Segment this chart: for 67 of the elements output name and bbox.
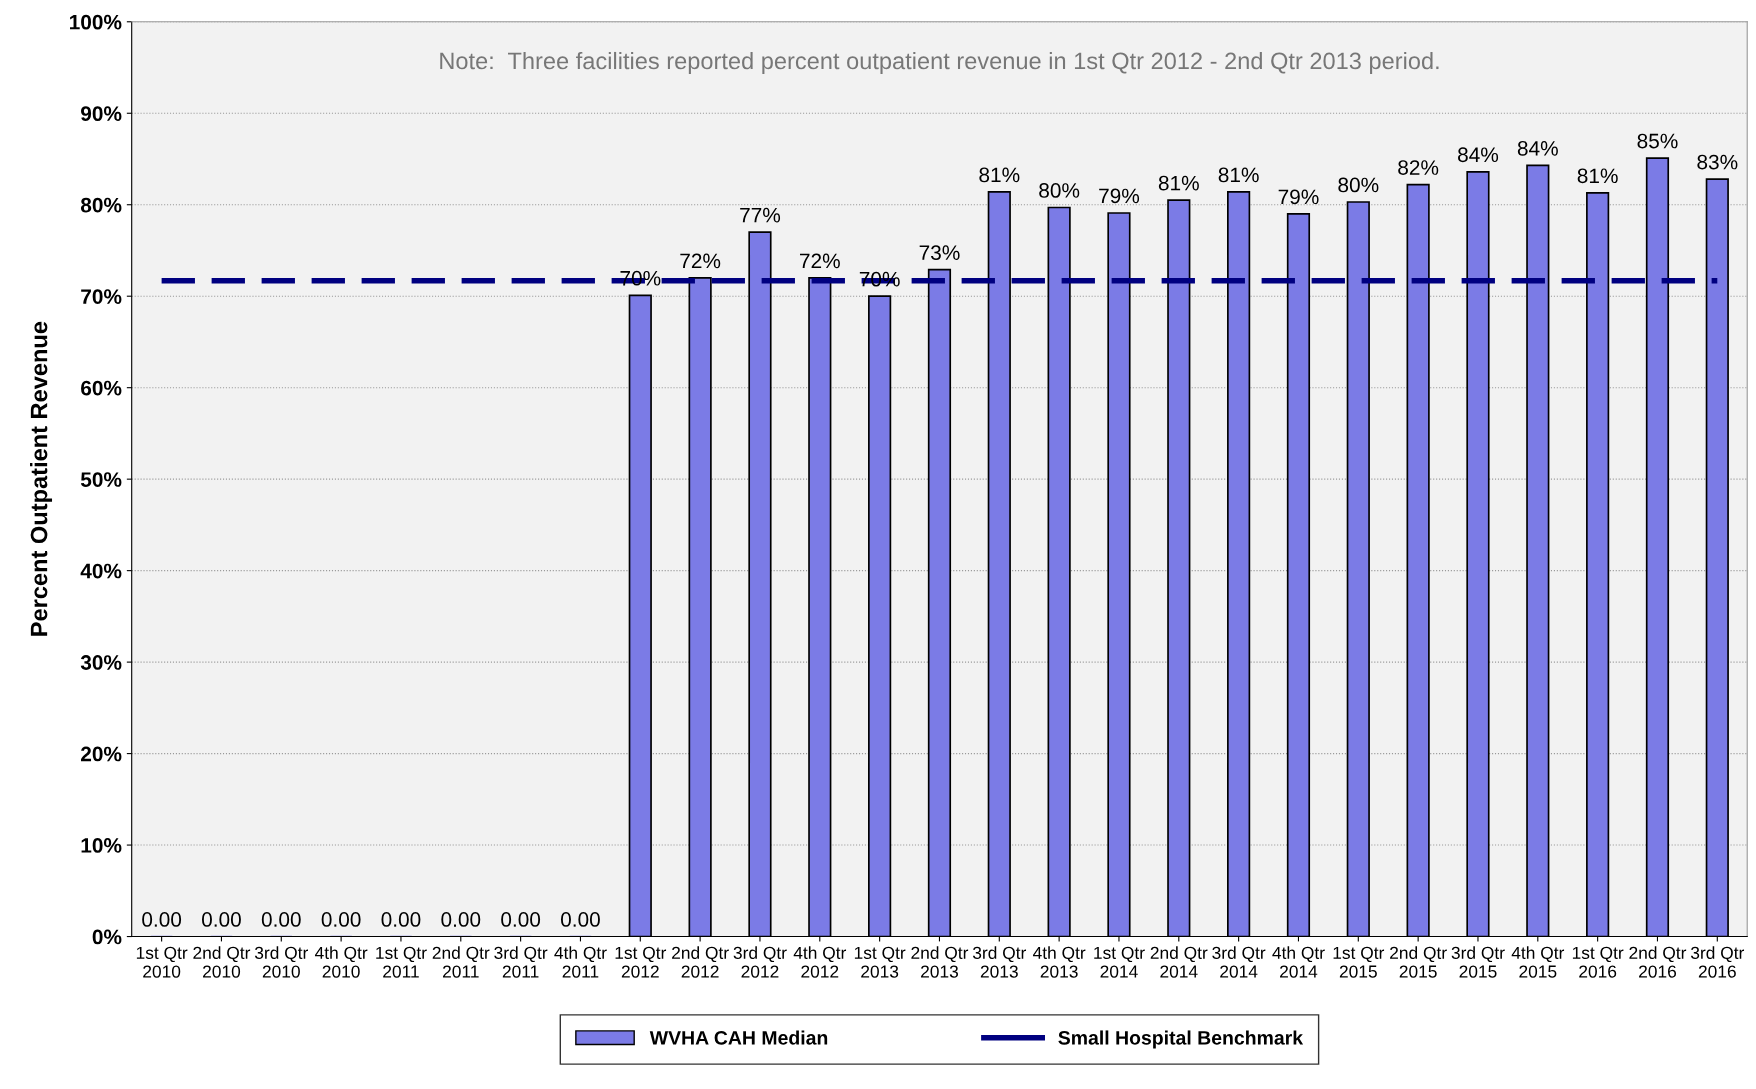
- y-tick-label: 80%: [80, 197, 122, 213]
- x-tick-label: 3rd Qtr 2011: [494, 946, 548, 978]
- legend-label: Small Hospital Benchmark: [1058, 1030, 1304, 1049]
- x-tick-label: 4th Qtr 2010: [314, 946, 368, 978]
- data-label: 84%: [1458, 147, 1499, 163]
- data-label: 72%: [680, 253, 721, 269]
- y-tick-label: 0%: [92, 929, 122, 945]
- y-axis-title: Percent Outpatient Revenue: [30, 321, 53, 636]
- x-tick-label: 3rd Qtr 2014: [1212, 946, 1266, 978]
- data-label: 84%: [1517, 140, 1558, 156]
- data-label: 81%: [1158, 175, 1199, 191]
- x-tick-label: 2nd Qtr 2010: [193, 946, 251, 978]
- y-tick-label: 30%: [80, 655, 122, 670]
- x-tick-label: 3rd Qtr 2010: [254, 946, 309, 978]
- x-tick-label: 1st Qtr 2013: [854, 946, 906, 978]
- data-label: 81%: [1218, 167, 1259, 183]
- y-tick-label: 60%: [81, 380, 122, 396]
- data-label: 0.00: [142, 912, 182, 927]
- x-tick-label: 2nd Qtr 2011: [432, 946, 490, 978]
- y-tick-label: 50%: [80, 472, 122, 487]
- data-label: 0.00: [441, 912, 481, 927]
- x-tick-label: 1st Qtr 2010: [136, 946, 188, 978]
- data-label: 79%: [1278, 189, 1319, 205]
- x-tick-label: 1st Qtr 2015: [1333, 946, 1385, 978]
- legend-label: WVHA CAH Median: [649, 1030, 828, 1045]
- x-tick-label: 4th Qtr 2011: [554, 946, 607, 978]
- data-label: 80%: [1039, 183, 1080, 198]
- data-label: 81%: [1577, 168, 1618, 184]
- x-tick-label: 4th Qtr 2013: [1033, 946, 1086, 978]
- y-tick-label: 20%: [81, 746, 122, 762]
- data-label: 77%: [740, 207, 781, 223]
- x-tick-label: 4th Qtr 2015: [1511, 946, 1565, 978]
- data-label: 0.00: [501, 912, 541, 927]
- annotation: Note: Three facilities reported percent outpatient revenue in 1st Qtr 2012 - 2nd Qtr 2013 period.: [440, 51, 1439, 74]
- y-tick-label: 40%: [80, 563, 122, 579]
- x-tick-label: 2nd Qtr 2016: [1629, 946, 1687, 978]
- x-tick-label: 1st Qtr 2016: [1572, 946, 1624, 978]
- data-label: 79%: [1099, 188, 1140, 204]
- data-label: 80%: [1338, 177, 1379, 193]
- x-tick-label: 1st Qtr 2011: [376, 946, 427, 978]
- data-label: 72%: [800, 253, 840, 269]
- x-tick-label: 4th Qtr 2012: [793, 946, 847, 978]
- x-tick-label: 1st Qtr 2014: [1094, 946, 1145, 978]
- y-tick-label: 100%: [70, 14, 122, 30]
- data-label: 73%: [919, 245, 960, 261]
- data-label: 0.00: [381, 912, 421, 927]
- x-tick-label: 2nd Qtr 2015: [1390, 946, 1447, 978]
- y-tick-label: 90%: [81, 106, 122, 122]
- data-label: 0.00: [561, 912, 600, 927]
- data-label: 0.00: [321, 912, 361, 927]
- data-label: 82%: [1398, 160, 1439, 175]
- x-tick-label: 2nd Qtr 2012: [672, 946, 729, 978]
- data-label: 85%: [1637, 133, 1678, 149]
- x-tick-label: 3rd Qtr 2013: [972, 946, 1027, 978]
- x-tick-label: 2nd Qtr 2013: [911, 946, 969, 978]
- data-label: 0.00: [261, 912, 301, 927]
- data-label: 0.00: [201, 912, 241, 927]
- y-tick-label: 70%: [81, 289, 122, 304]
- x-tick-label: 2nd Qtr 2014: [1150, 946, 1208, 978]
- data-label: 83%: [1697, 154, 1738, 170]
- x-tick-label: 3rd Qtr 2016: [1690, 946, 1745, 978]
- x-tick-label: 4th Qtr 2014: [1272, 946, 1325, 978]
- y-tick-label: 10%: [81, 838, 122, 853]
- x-tick-label: 3rd Qtr 2015: [1451, 946, 1505, 978]
- x-tick-label: 3rd Qtr 2012: [733, 946, 787, 978]
- data-label: 81%: [979, 167, 1020, 183]
- x-tick-label: 1st Qtr 2012: [615, 946, 667, 978]
